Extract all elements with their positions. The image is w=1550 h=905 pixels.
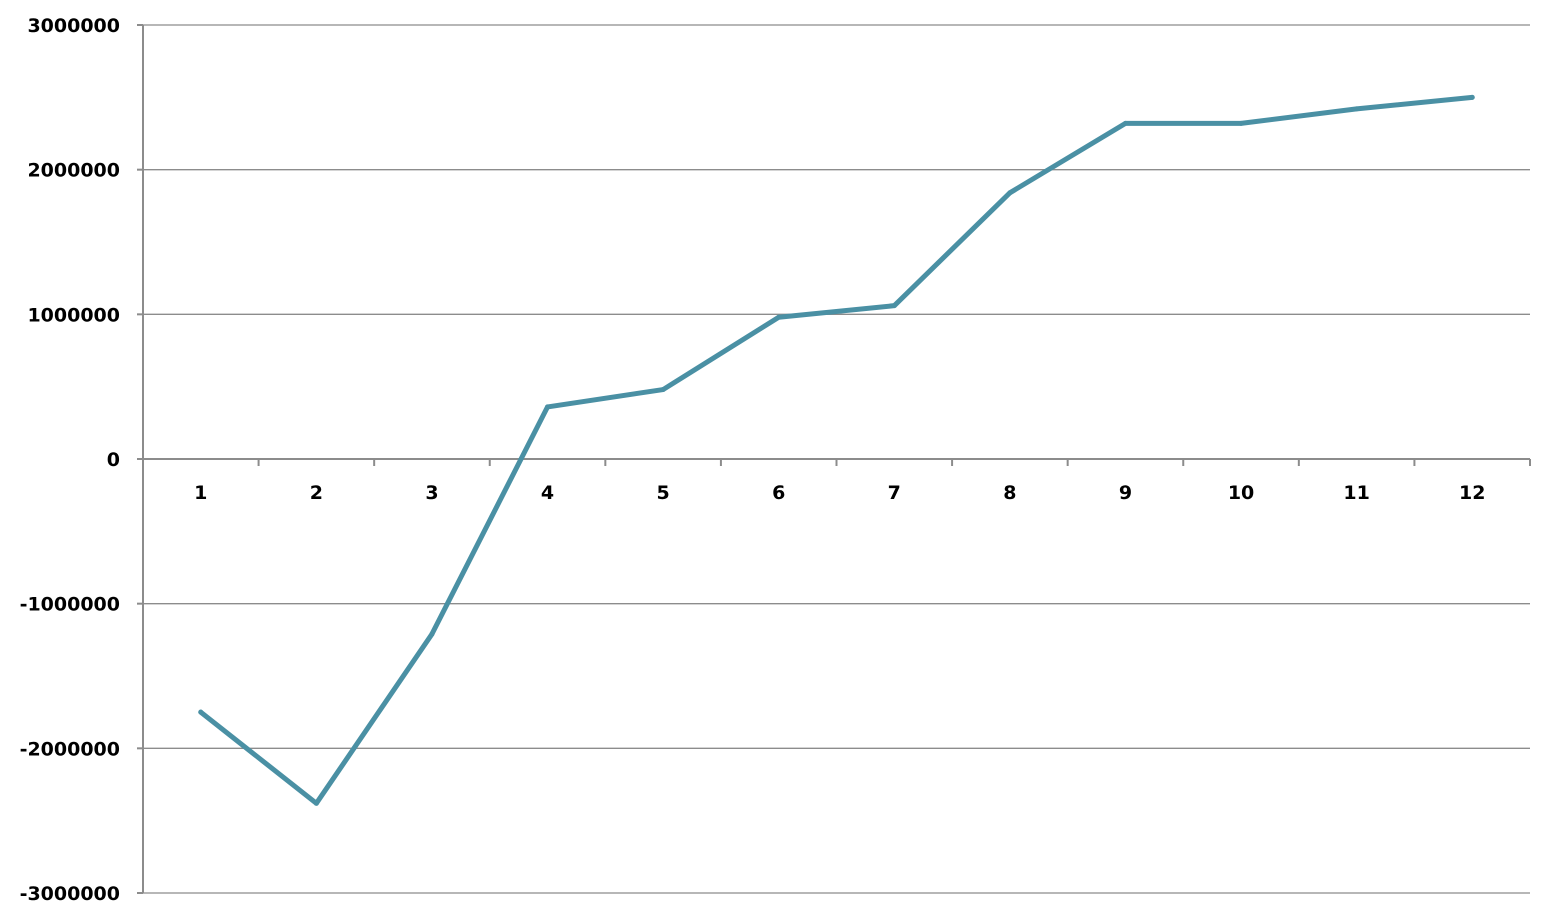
x-tick-label: 11: [1343, 482, 1369, 504]
data-point: [313, 800, 319, 806]
y-tick-label: 1000000: [27, 304, 120, 326]
y-tick-label: 2000000: [27, 160, 120, 182]
y-tick-label: 3000000: [27, 15, 120, 37]
x-tick-label: 3: [425, 482, 438, 504]
x-tick-label: 2: [310, 482, 323, 504]
x-tick-label: 12: [1459, 482, 1485, 504]
data-point: [1238, 120, 1244, 126]
gridlines: [143, 24, 1530, 894]
series-line: [198, 94, 1475, 806]
x-tick-label: 7: [888, 482, 901, 504]
data-point: [429, 631, 435, 637]
data-point: [198, 709, 204, 715]
x-tick-label: 9: [1119, 482, 1132, 504]
data-point: [1354, 106, 1360, 112]
x-tick-label: 6: [772, 482, 785, 504]
x-tick-label: 1: [194, 482, 207, 504]
y-tick-label: -1000000: [20, 594, 120, 616]
data-point: [1007, 190, 1013, 196]
data-point: [1122, 120, 1128, 126]
data-point: [891, 303, 897, 309]
data-point: [776, 314, 782, 320]
data-point: [1469, 94, 1475, 100]
y-tick-label: 0: [107, 449, 120, 471]
series-layer: [198, 94, 1475, 806]
data-point: [545, 404, 551, 410]
axes: [137, 24, 1531, 894]
y-tick-label: -3000000: [20, 883, 120, 905]
x-axis-tick-labels: 1 2 3 4 5 6 7 8 9 10 11 12: [194, 482, 1485, 504]
y-axis-tick-labels: 3000000 2000000 1000000 0 -1000000 -2000000 -3…: [20, 15, 120, 905]
x-tick-label: 4: [541, 482, 554, 504]
x-tick-label: 10: [1228, 482, 1254, 504]
x-tick-label: 5: [657, 482, 670, 504]
x-tick-label: 8: [1003, 482, 1016, 504]
y-tick-label: -2000000: [20, 738, 120, 760]
data-point: [660, 387, 666, 393]
